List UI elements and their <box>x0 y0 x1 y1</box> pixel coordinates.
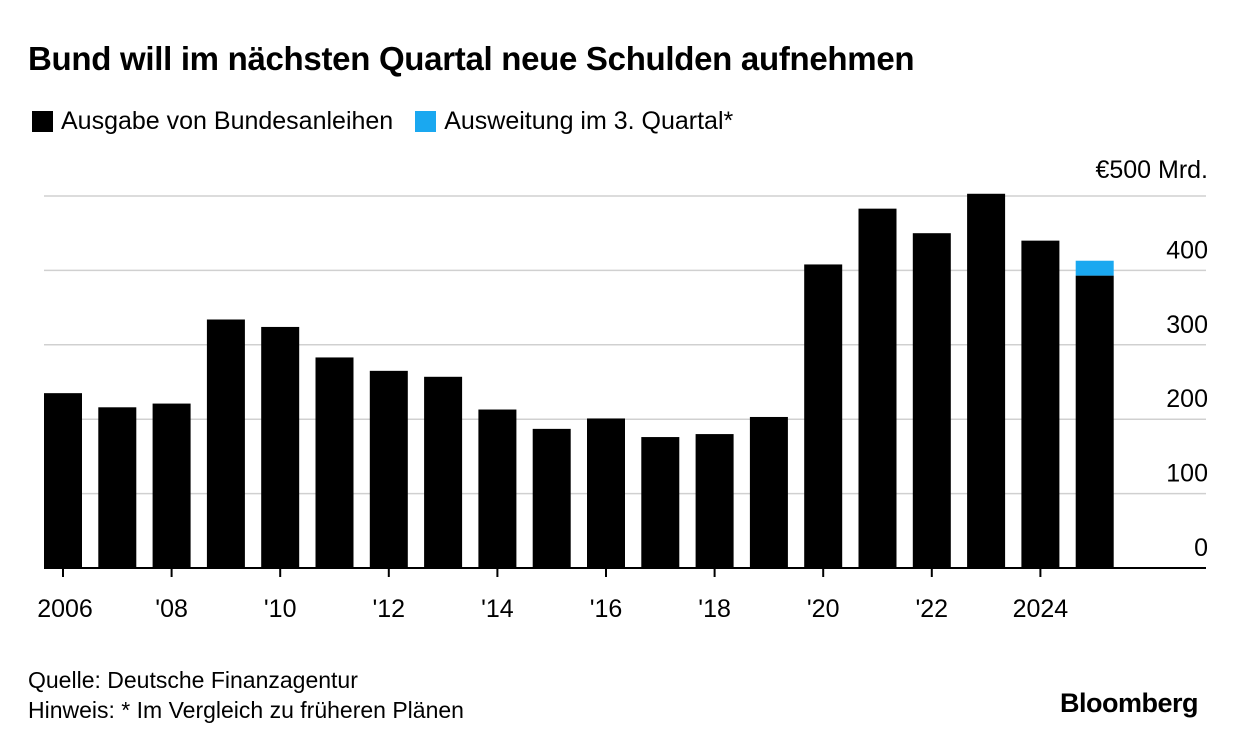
source-note: Quelle: Deutsche Finanzagentur <box>28 667 358 693</box>
bar-issuance <box>369 370 408 568</box>
bar-issuance <box>1075 275 1114 568</box>
bar-issuance <box>804 264 843 568</box>
x-tick-label: '10 <box>264 595 297 623</box>
legend: Ausgabe von Bundesanleihen Ausweitung im… <box>32 107 755 136</box>
bar-issuance <box>695 434 734 568</box>
x-tick-label: '18 <box>698 595 731 623</box>
bar-issuance <box>532 428 571 568</box>
legend-label-issuance: Ausgabe von Bundesanleihen <box>61 107 394 135</box>
legend-label-expansion: Ausweitung im 3. Quartal* <box>444 107 734 135</box>
bloomberg-logo: Bloomberg <box>1059 688 1199 718</box>
bar-issuance <box>912 233 951 568</box>
y-tick-label: 0 <box>1194 534 1208 562</box>
x-tick-label: '08 <box>155 595 188 623</box>
bar-issuance <box>478 409 517 568</box>
x-tick-label: '16 <box>590 595 623 623</box>
bar-issuance <box>424 376 463 568</box>
y-tick-label: 400 <box>1166 236 1208 264</box>
bar-issuance <box>44 393 82 568</box>
legend-item-expansion: Ausweitung im 3. Quartal* <box>415 107 733 136</box>
legend-swatch-expansion <box>415 111 437 132</box>
footnote: Hinweis: * Im Vergleich zu früheren Plän… <box>28 697 464 723</box>
bar-issuance <box>98 407 137 568</box>
bar-expansion <box>1075 260 1114 276</box>
x-tick-label: '14 <box>481 595 514 623</box>
legend-swatch-issuance <box>32 111 53 132</box>
bar-issuance <box>206 319 245 568</box>
bar-issuance <box>641 437 680 568</box>
y-tick-label: 100 <box>1166 460 1208 488</box>
bar-issuance <box>1021 240 1060 568</box>
x-tick-label: '12 <box>373 595 406 623</box>
x-tick-label: 2024 <box>1013 595 1069 623</box>
bar-issuance <box>315 357 354 568</box>
bar-issuance <box>749 416 788 568</box>
chart-title: Bund will im nächsten Quartal neue Schul… <box>28 40 915 77</box>
bar-issuance <box>858 208 897 568</box>
bar-chart: 0 100 200 300 400 €500 Mrd. 2006 '08 '10 '12 '14 '1… <box>37 156 1208 623</box>
bar-issuance <box>967 193 1006 568</box>
bar-issuance <box>587 418 625 568</box>
y-tick-label: 200 <box>1166 385 1208 413</box>
legend-item-issuance: Ausgabe von Bundesanleihen <box>32 107 393 136</box>
y-tick-label: €500 Mrd. <box>1095 156 1208 184</box>
x-tick-label: 2006 <box>37 595 93 623</box>
x-tick-label: '20 <box>807 595 840 623</box>
bar-issuance <box>152 403 191 568</box>
x-tick-label: '22 <box>916 595 949 623</box>
bar-issuance <box>261 326 300 568</box>
y-tick-label: 300 <box>1166 311 1208 339</box>
